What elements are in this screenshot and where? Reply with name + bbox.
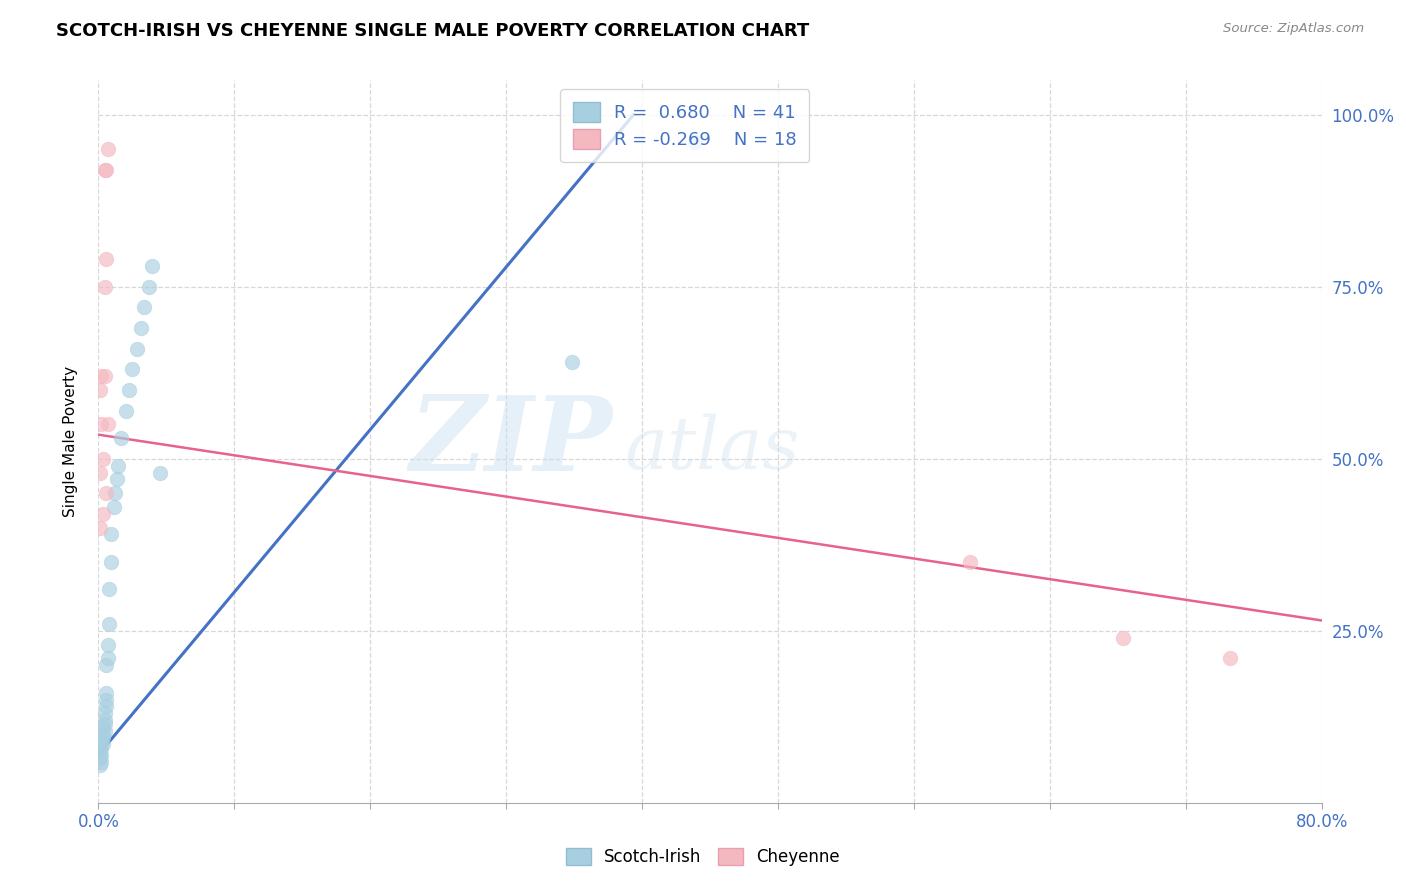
Point — [90, 369, 112, 384]
Point — [91, 507, 114, 521]
Point — [89, 520, 111, 534]
Point — [89, 751, 111, 765]
Point — [90, 755, 112, 769]
Point — [100, 555, 122, 569]
Legend: R =  0.680    N = 41, R = -0.269    N = 18: R = 0.680 N = 41, R = -0.269 N = 18 — [560, 89, 810, 161]
Point — [90, 740, 112, 755]
Point — [97, 651, 120, 665]
Point — [97, 638, 120, 652]
Point — [89, 758, 111, 772]
Point — [93, 162, 115, 177]
Point — [141, 259, 163, 273]
Point — [134, 301, 156, 315]
Point — [91, 720, 114, 734]
Point — [107, 458, 129, 473]
Point — [98, 582, 121, 597]
Point — [149, 466, 172, 480]
Point — [97, 417, 120, 432]
Point — [959, 555, 981, 569]
Point — [561, 355, 583, 369]
Point — [118, 383, 141, 397]
Point — [104, 486, 127, 500]
Point — [93, 713, 115, 727]
Point — [93, 723, 115, 738]
Point — [94, 699, 117, 714]
Point — [125, 342, 148, 356]
Point — [94, 486, 117, 500]
Point — [1112, 631, 1135, 645]
Point — [94, 252, 117, 267]
Point — [94, 658, 117, 673]
Point — [138, 279, 160, 293]
Text: SCOTCH-IRISH VS CHEYENNE SINGLE MALE POVERTY CORRELATION CHART: SCOTCH-IRISH VS CHEYENNE SINGLE MALE POV… — [56, 22, 810, 40]
Point — [93, 716, 115, 731]
Point — [129, 321, 152, 335]
Point — [91, 737, 114, 751]
Point — [91, 731, 114, 745]
Point — [103, 500, 125, 514]
Point — [97, 142, 120, 156]
Y-axis label: Single Male Poverty: Single Male Poverty — [63, 366, 77, 517]
Point — [91, 451, 114, 466]
Point — [93, 369, 115, 384]
Point — [91, 727, 114, 741]
Point — [90, 734, 112, 748]
Point — [90, 417, 112, 432]
Point — [98, 616, 121, 631]
Point — [115, 403, 138, 417]
Point — [94, 162, 117, 177]
Text: ZIP: ZIP — [409, 391, 612, 492]
Point — [105, 472, 128, 486]
Point — [94, 692, 117, 706]
Point — [1219, 651, 1241, 665]
Point — [93, 279, 115, 293]
Point — [683, 135, 706, 149]
Text: Source: ZipAtlas.com: Source: ZipAtlas.com — [1223, 22, 1364, 36]
Point — [110, 431, 132, 445]
Point — [100, 527, 122, 541]
Point — [89, 466, 111, 480]
Text: atlas: atlas — [624, 414, 800, 484]
Point — [89, 744, 111, 758]
Legend: Scotch-Irish, Cheyenne: Scotch-Irish, Cheyenne — [558, 840, 848, 875]
Point — [121, 362, 143, 376]
Point — [90, 747, 112, 762]
Point — [89, 383, 111, 397]
Point — [94, 686, 117, 700]
Point — [93, 706, 115, 721]
